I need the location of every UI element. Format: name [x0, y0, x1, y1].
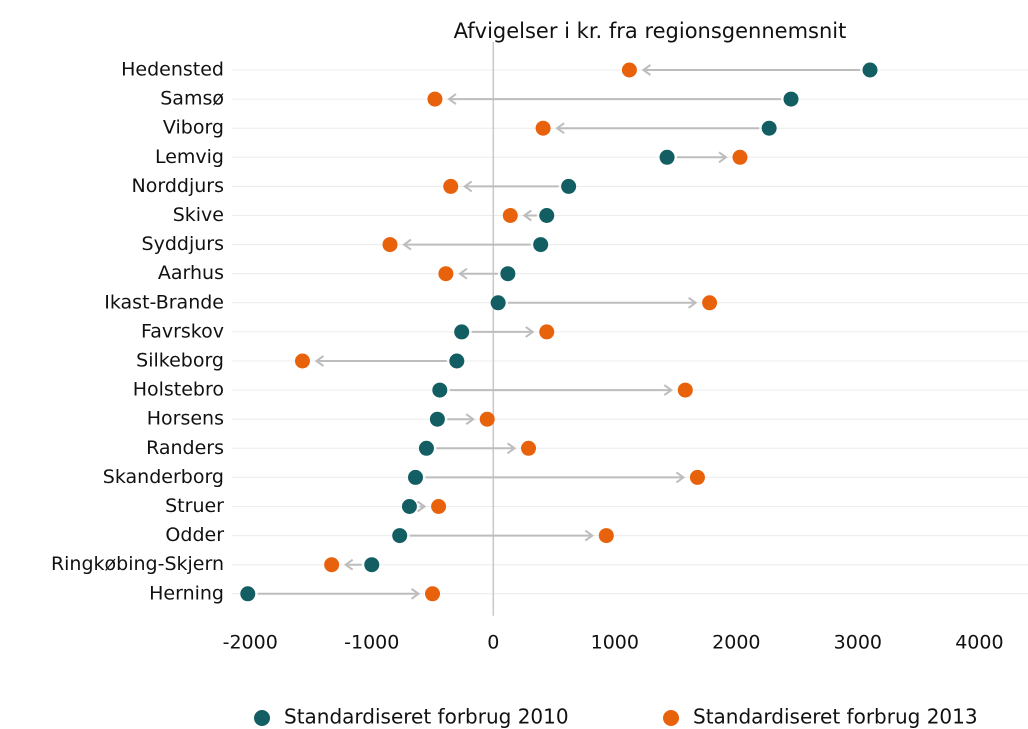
- dot: [621, 62, 637, 78]
- dot: [598, 528, 614, 544]
- dot: [294, 353, 310, 369]
- x-tick-label: 2000: [712, 632, 760, 654]
- category-label: Silkeborg: [136, 350, 224, 372]
- chart-title: Afvigelser i kr. fra regionsgennemsnit: [454, 19, 847, 43]
- category-label: Skanderborg: [103, 466, 224, 488]
- x-tick-label: 0: [487, 632, 499, 654]
- arrow-head: [458, 267, 468, 280]
- dot: [427, 91, 443, 107]
- dot: [240, 586, 256, 602]
- category-label: Herning: [149, 582, 224, 604]
- category-label: Syddjurs: [142, 233, 224, 255]
- arrow-head: [343, 558, 354, 571]
- legend-label: Standardiseret forbrug 2013: [693, 705, 978, 729]
- category-label: Randers: [146, 437, 224, 459]
- dot: [761, 120, 777, 136]
- dot: [535, 120, 551, 136]
- dot: [521, 440, 537, 456]
- dot: [561, 178, 577, 194]
- x-tick-label: 3000: [834, 632, 882, 654]
- arrow-head: [663, 384, 674, 396]
- dot: [382, 237, 398, 253]
- dot: [732, 149, 748, 165]
- arrow-head: [555, 122, 565, 135]
- dot: [443, 178, 459, 194]
- category-label: Hedensted: [121, 59, 224, 81]
- arrow-head: [506, 442, 517, 455]
- category-label: Viborg: [163, 117, 224, 139]
- dot: [449, 353, 465, 369]
- arrow-head: [402, 238, 412, 251]
- dot: [401, 499, 417, 514]
- legend-swatch: [663, 710, 679, 726]
- dot: [539, 208, 555, 223]
- dot: [677, 382, 693, 398]
- category-label: Favrskov: [141, 320, 224, 342]
- arrow-head: [525, 326, 535, 338]
- x-tick-label: -2000: [223, 632, 278, 654]
- x-tick-label: -1000: [344, 632, 399, 654]
- dot: [479, 411, 495, 427]
- dot: [392, 528, 408, 544]
- arrow-head: [447, 93, 457, 105]
- dot: [408, 469, 424, 485]
- arrow-head: [718, 151, 728, 164]
- category-label: Struer: [165, 495, 224, 517]
- arrow-head: [688, 296, 698, 309]
- x-tick-label: 1000: [591, 632, 639, 654]
- category-label: Ikast-Brande: [104, 291, 224, 313]
- legend-swatch: [254, 710, 270, 726]
- category-label: Norddjurs: [132, 175, 224, 197]
- dot: [862, 62, 878, 78]
- arrow-head: [522, 209, 532, 222]
- dot: [432, 382, 448, 398]
- category-label: Samsø: [160, 88, 224, 110]
- arrow-head: [584, 529, 595, 542]
- dot: [500, 266, 516, 282]
- category-label: Skive: [173, 204, 224, 226]
- category-label: Odder: [165, 524, 224, 546]
- dot: [702, 295, 718, 311]
- arrow-head: [463, 180, 473, 193]
- dot: [539, 324, 555, 340]
- dot: [438, 266, 454, 282]
- dot: [364, 557, 380, 573]
- category-label: Ringkøbing-Skjern: [51, 553, 224, 575]
- dot: [502, 208, 518, 223]
- legend-label: Standardiseret forbrug 2010: [284, 705, 569, 729]
- category-label: Horsens: [147, 408, 224, 430]
- category-label: Aarhus: [158, 262, 224, 284]
- dot: [689, 469, 705, 485]
- arrow-head: [465, 413, 475, 426]
- dot: [431, 499, 447, 514]
- arrow-head: [417, 500, 427, 513]
- dot: [429, 411, 445, 427]
- dot: [425, 586, 441, 602]
- dot: [324, 557, 340, 573]
- dot: [454, 324, 470, 340]
- dot: [783, 91, 799, 107]
- arrow-head: [410, 587, 421, 600]
- x-tick-label: 4000: [955, 632, 1003, 654]
- category-label: Holstebro: [133, 379, 224, 401]
- dot: [659, 149, 675, 165]
- dot: [533, 237, 549, 253]
- dot: [490, 295, 506, 311]
- dot: [418, 440, 434, 456]
- arrow-head: [641, 64, 651, 76]
- arrow-head: [314, 355, 325, 367]
- category-label: Lemvig: [155, 146, 224, 168]
- arrow-head: [675, 471, 686, 484]
